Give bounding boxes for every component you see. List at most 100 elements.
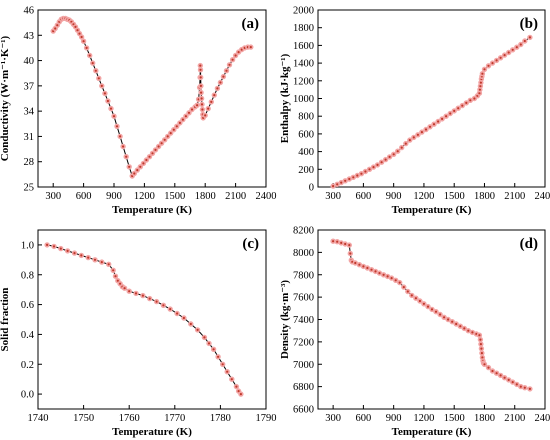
x-tick-label: 300 — [325, 413, 341, 424]
data-point — [384, 273, 391, 280]
data-point — [518, 41, 524, 48]
data-point — [233, 383, 240, 390]
x-tick-label: 1760 — [119, 413, 140, 424]
y-tick-label: 8000 — [293, 248, 314, 259]
data-point — [64, 248, 71, 254]
x-tick-label: 1800 — [474, 413, 495, 424]
data-point — [226, 62, 233, 68]
data-point — [105, 98, 111, 104]
y-tick-label: 6800 — [293, 382, 314, 393]
data-point — [501, 52, 508, 58]
x-tick-label: 900 — [106, 191, 122, 202]
series-line — [46, 244, 242, 395]
y-tick-label: 37 — [24, 81, 35, 92]
y-tick-label: 1.0 — [21, 240, 34, 251]
x-tick-label: 900 — [386, 191, 402, 202]
data-point — [479, 350, 485, 356]
data-point — [501, 375, 508, 381]
data-point — [522, 385, 528, 391]
data-point — [423, 126, 429, 133]
data-point — [165, 133, 171, 140]
data-point — [71, 250, 78, 256]
data-point — [189, 106, 195, 113]
data-point — [86, 52, 93, 59]
data-point — [362, 168, 369, 175]
data-point — [356, 262, 363, 268]
data-point — [330, 183, 336, 189]
data-point — [168, 130, 174, 136]
x-tick-label: 2400 — [535, 191, 550, 202]
data-point — [366, 166, 373, 173]
data-point — [210, 346, 217, 352]
data-point — [399, 144, 405, 151]
data-point — [198, 95, 205, 102]
chart-panel-a: 300 600 900 1200 1500 1800 2100 2400 25 28 31 34 37 4… — [0, 6, 277, 217]
data-point — [229, 376, 235, 382]
x-tick-label: 1200 — [413, 191, 434, 202]
x-tick-label: 1200 — [413, 413, 434, 424]
data-point — [443, 113, 449, 119]
data-point — [439, 116, 445, 122]
data-point — [411, 134, 417, 141]
data-point — [205, 105, 211, 112]
y-tick-label: 1000 — [293, 94, 314, 105]
data-point — [419, 129, 425, 135]
data-point — [108, 105, 114, 112]
data-point — [467, 97, 473, 104]
data-point — [510, 47, 516, 53]
data-point — [117, 133, 123, 140]
data-point — [197, 67, 204, 73]
data-point — [478, 341, 484, 347]
y-tick-label: 7000 — [293, 360, 314, 371]
data-point — [92, 257, 98, 263]
data-point — [199, 106, 206, 113]
data-point — [131, 170, 138, 177]
data-point — [378, 159, 385, 165]
data-point — [197, 62, 204, 69]
data-point — [506, 49, 512, 56]
data-point — [89, 60, 96, 66]
data-point — [99, 259, 105, 265]
data-point — [194, 102, 200, 108]
data-point — [198, 83, 204, 89]
x-tick-label: 2400 — [535, 413, 550, 424]
y-tick-label: 2000 — [293, 6, 314, 17]
data-point — [232, 52, 239, 59]
data-point — [174, 123, 180, 130]
x-tick-label: 1200 — [134, 191, 155, 202]
data-point — [146, 154, 153, 160]
chart-panel-b: 300 600 900 1200 1500 1800 2100 2400 0 200 400 600 8… — [279, 6, 550, 217]
x-tick-label: 2100 — [225, 191, 246, 202]
data-point — [485, 63, 492, 69]
data-point — [140, 292, 146, 299]
data-point — [395, 148, 401, 154]
data-point — [441, 314, 447, 320]
data-point — [133, 290, 139, 297]
data-point — [199, 101, 205, 108]
data-point — [338, 179, 344, 186]
data-point — [514, 44, 520, 50]
x-tick-label: 2100 — [504, 413, 525, 424]
y-axis-title: Solid fraction — [0, 288, 11, 352]
data-point — [352, 260, 358, 266]
data-point — [220, 73, 227, 80]
y-tick-label: 7600 — [293, 293, 314, 304]
panel-label: (a) — [242, 16, 260, 32]
data-point — [202, 112, 208, 119]
data-point — [413, 295, 419, 301]
data-point — [435, 118, 441, 125]
data-point — [78, 252, 85, 259]
panel-label: (d) — [520, 236, 538, 252]
data-point — [224, 369, 230, 375]
data-point — [437, 311, 443, 318]
data-point — [149, 150, 156, 157]
data-point — [493, 57, 500, 64]
data-point — [121, 285, 128, 291]
data-point — [83, 45, 90, 51]
data-point — [386, 154, 393, 160]
data-point — [354, 172, 360, 179]
y-tick-label: 7800 — [293, 270, 314, 281]
data-point — [476, 332, 483, 338]
y-tick-label: 200 — [298, 165, 314, 176]
data-point — [181, 315, 187, 321]
